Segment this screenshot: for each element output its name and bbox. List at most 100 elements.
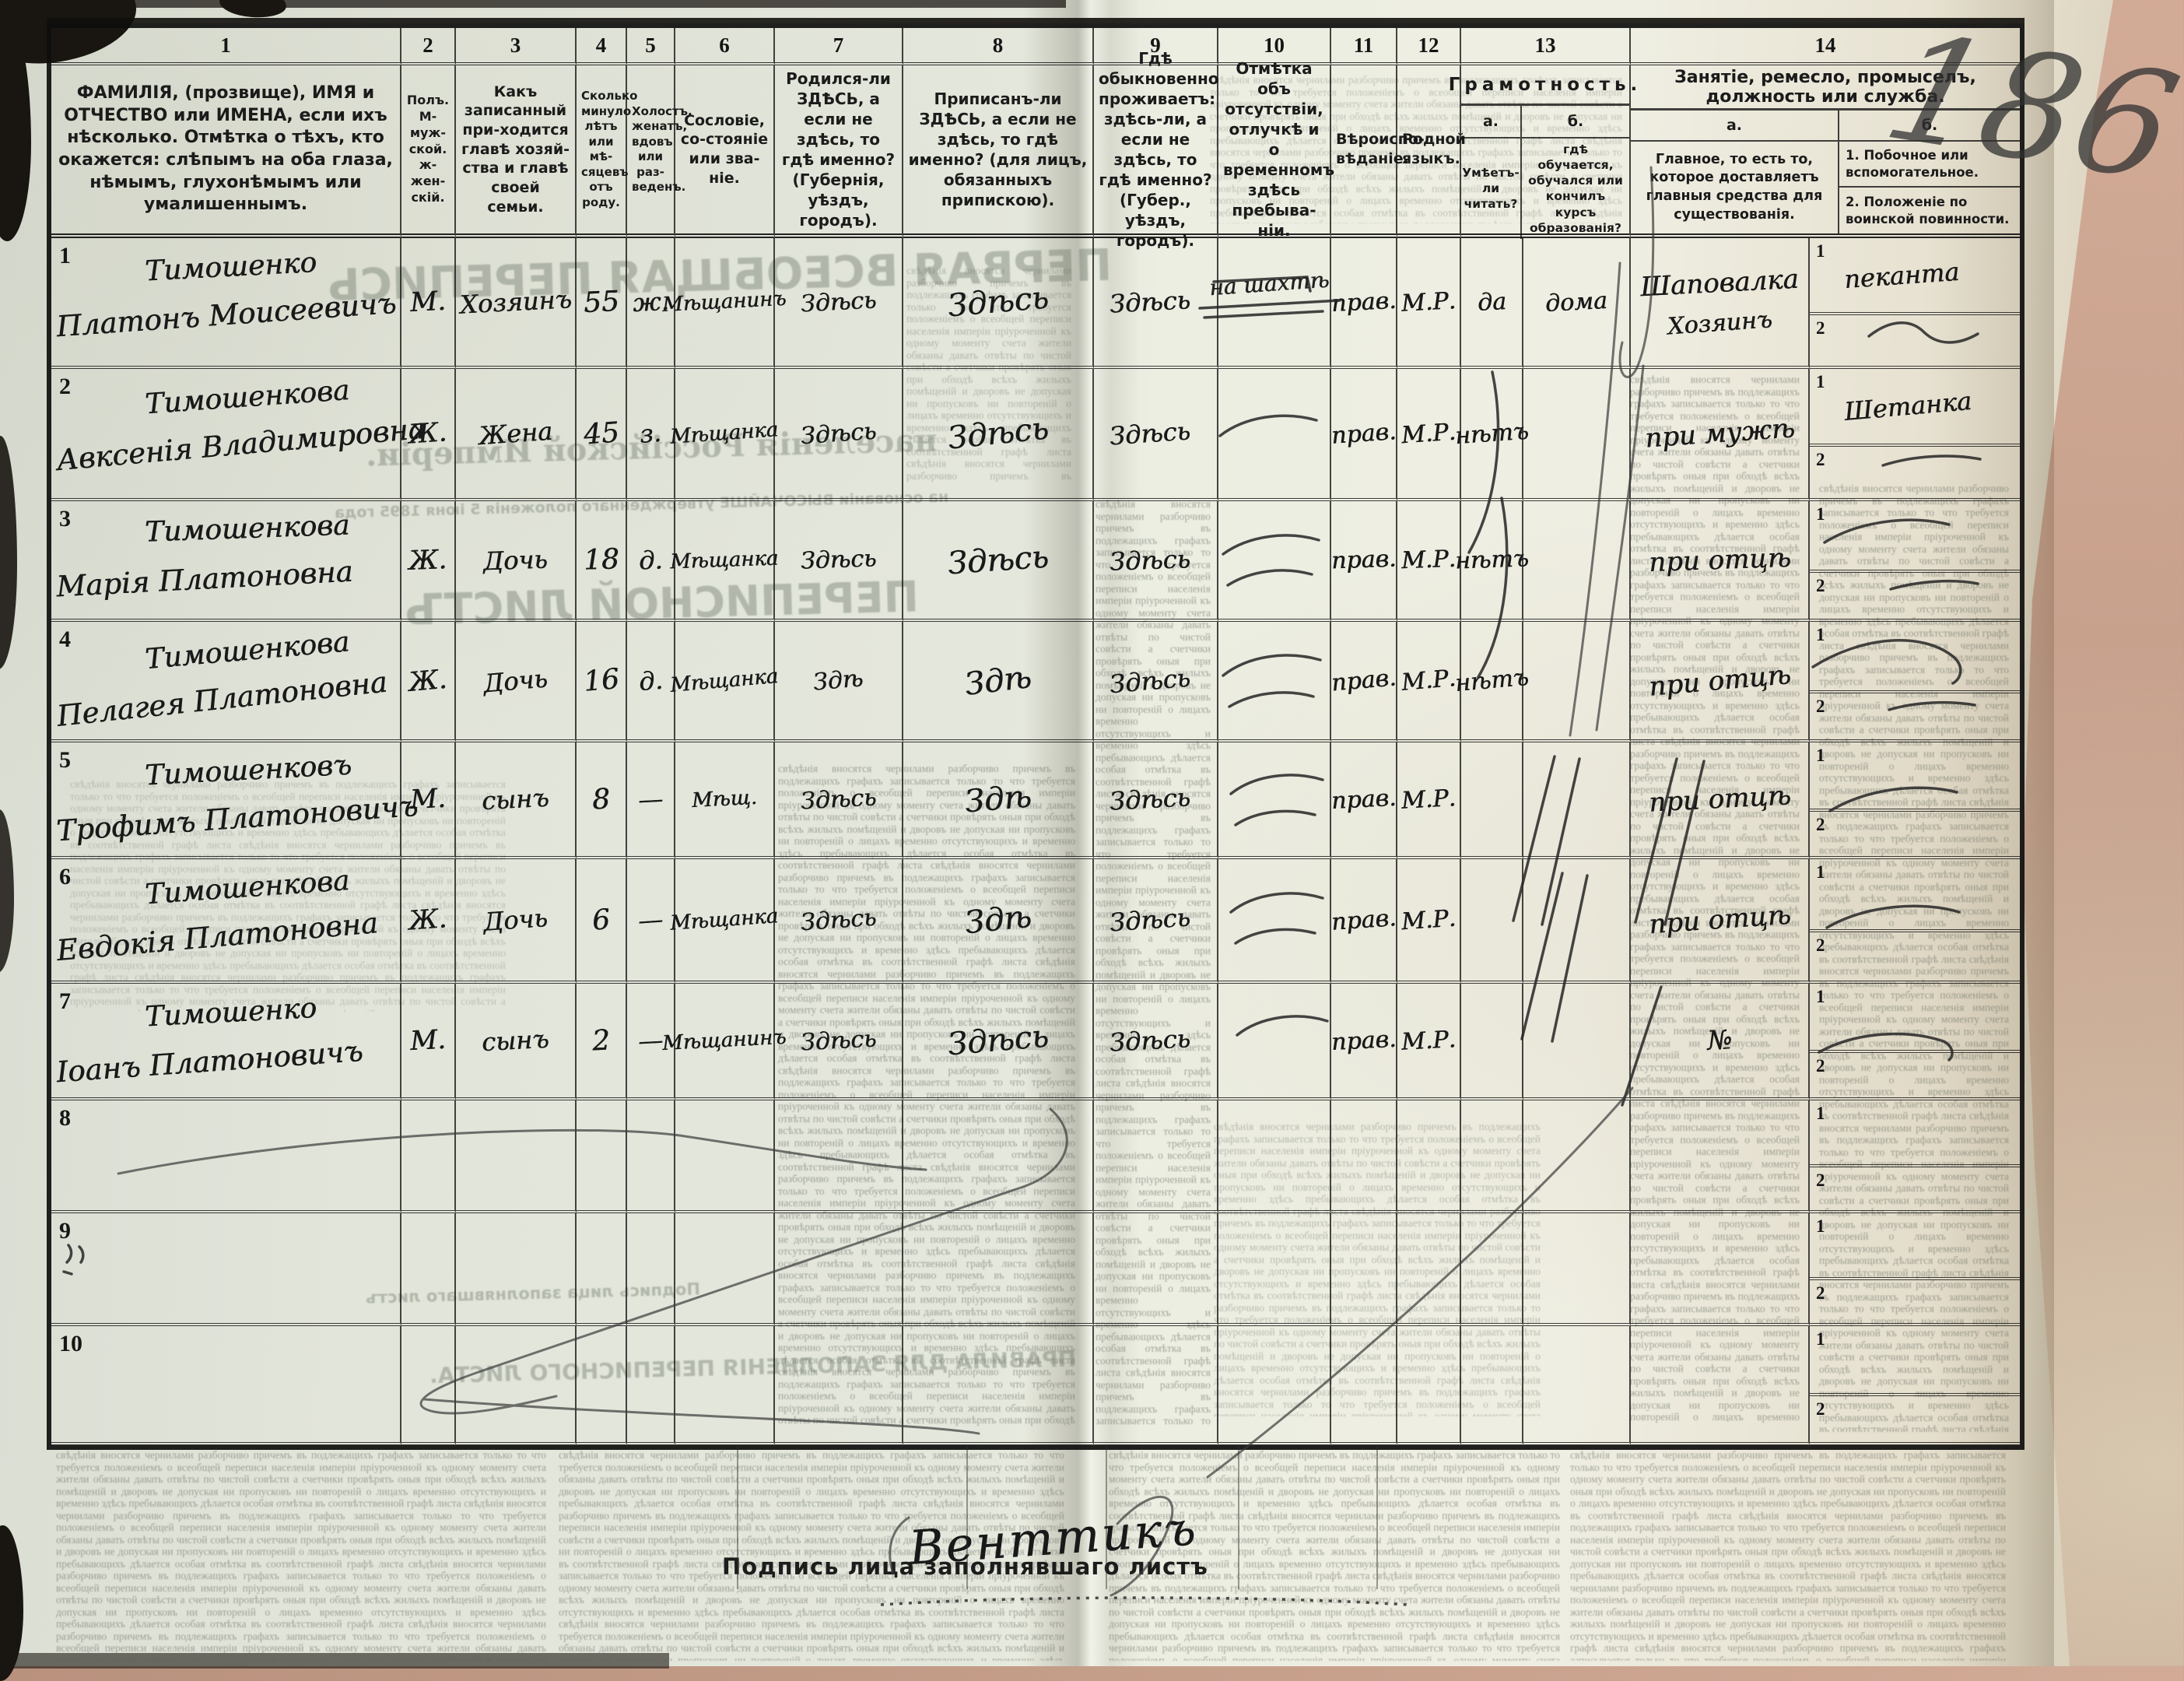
cell-born-here [775,1326,903,1445]
cell-registered-here: Здѣ [903,622,1094,742]
handwritten-entry: М. [409,783,447,816]
handwritten-entry: Здѣсь [1109,662,1192,699]
cell-educated [1523,622,1631,742]
header-names: ФАМИЛІЯ, (прозвище), ИМЯ и ОТЧЕСТВО или … [51,65,401,238]
handwritten-entry: Здѣсь [1109,782,1191,816]
cell-educated: дома [1523,238,1631,369]
cell-religion [1331,1326,1397,1445]
handwritten-entry: 45 [582,416,620,451]
header-absence: Отмѣтка объ отсутствіи, отлучкѣ и о врем… [1218,65,1331,238]
handwritten-entry: 55 [583,285,620,318]
handwritten-entry: прав. [1330,546,1397,575]
handwritten-entry: Ж. [408,663,448,697]
cell-reads: нѣтъ [1461,622,1523,742]
cell-educated [1523,1326,1631,1445]
handwritten-entry: Тимошенко [144,988,401,1033]
cell-registered-here: Здѣсь [903,238,1094,369]
cell-resides-here: Здѣсь [1094,369,1218,501]
handwritten-entry: Здѣсь [946,410,1050,456]
cell-educated [1523,1213,1631,1326]
header-registered: Приписанъ-ли ЗДѢСЬ, а если не здѣсь, то … [903,65,1094,238]
handwritten-entry: Здѣсь [1109,1023,1191,1057]
cell-relation: Дочь [456,859,577,984]
handwritten-entry: Жена [478,416,553,451]
cell-reads: нѣтъ [1461,501,1523,622]
side-occupation-sub2: 2 [1810,1164,2020,1213]
cell-educated [1523,369,1631,501]
handwritten-entry: Здѣсь [1109,902,1191,937]
handwritten-entry: 18 [583,543,619,577]
cell-resides-here: Здѣсь [1094,859,1218,984]
handwritten-entry: Шетанка [1843,386,1973,426]
side-occupation-sub1: 1 [1810,1100,2020,1164]
handwritten-entry: Дочь [482,663,549,698]
cell-absence [1218,622,1331,742]
cell-age [577,1213,627,1326]
occupation-a-text: Главное, то есть то, которое доставляетъ… [1631,142,1839,233]
literacy-a-label: а. [1461,106,1522,139]
handwritten-entry: нѣтъ [1453,664,1529,697]
printed-sub-number: 2 [1816,697,1825,717]
cell-educated [1523,859,1631,984]
cell-sex: Ж. [401,622,456,742]
cell-religion: прав. [1331,984,1397,1100]
cell-relation: Дочь [456,622,577,742]
cell-religion [1331,1100,1397,1213]
cell-resides-here: Здѣсь [1094,742,1218,859]
cell-occupation-main: при отцѣ [1631,859,1810,984]
handwritten-entry: М.Р. [1400,418,1457,449]
header-age: Сколько минуло лѣтъ или мѣ-сяцевъ отъ ро… [577,65,627,238]
printed-sub-number: 1 [1816,372,1825,392]
literacy-a-text: Умѣетъ-ли читать? [1461,139,1522,239]
cell-language: М.Р. [1397,984,1461,1100]
handwritten-entry: д. [637,665,664,697]
cell-absence [1218,1213,1331,1326]
printed-sub-number: 1 [1816,1329,1825,1349]
handwritten-entry: при отцѣ [1648,542,1791,577]
handwritten-entry: — [637,904,664,935]
header-occupation: Занятіе, ремесло, промыселъ, должность и… [1631,65,2020,238]
handwritten-entry: Здѣсь [946,1018,1050,1062]
cell-occupation-main [1631,1100,1810,1213]
printed-sub-number: 2 [1816,1399,1825,1420]
handwritten-entry: Хозяинъ [459,284,572,319]
printed-sub-number: 2 [1816,1056,1825,1076]
cell-reads [1461,742,1523,859]
handwritten-entry: Здѣсь [800,904,878,936]
cell-language: М.Р. [1397,501,1461,622]
header-religion: Вѣроиспо-вѣданіе. [1331,65,1397,238]
cell-born-here [775,1213,903,1326]
cell-born-here: Здѣ [775,622,903,742]
cell-sex: М. [401,742,456,859]
handwritten-entry: Здѣсь [1109,285,1191,318]
handwritten-entry: Дочь [482,903,549,937]
cell-age: 18 [577,501,627,622]
cell-occupation-main: при отцѣ [1631,742,1810,859]
cell-absence [1218,1326,1331,1445]
printed-sub-number: 1 [1816,746,1825,766]
printed-sub-number: 1 [1816,862,1825,883]
cell-reads: да [1461,238,1523,369]
cell-born-here [775,1100,903,1213]
cell-born-here: Здѣсь [775,369,903,501]
cell-marital: д. [627,501,675,622]
literacy-title: Грамотность. [1461,65,1629,106]
col-number: 14 [1631,28,2020,65]
handwritten-entry: д. [638,545,663,575]
cell-registered-here [903,1213,1094,1326]
cell-religion: прав. [1331,369,1397,501]
cell-estate: Мѣщ. [675,742,775,859]
handwritten-entry: Здѣсь [800,286,877,318]
handwritten-entry: нѣтъ [1454,417,1530,450]
cell-occupation-main: при отцѣ [1631,622,1810,742]
col-number: 5 [627,28,675,65]
side-occupation-sub2: 2 [1810,690,2020,742]
